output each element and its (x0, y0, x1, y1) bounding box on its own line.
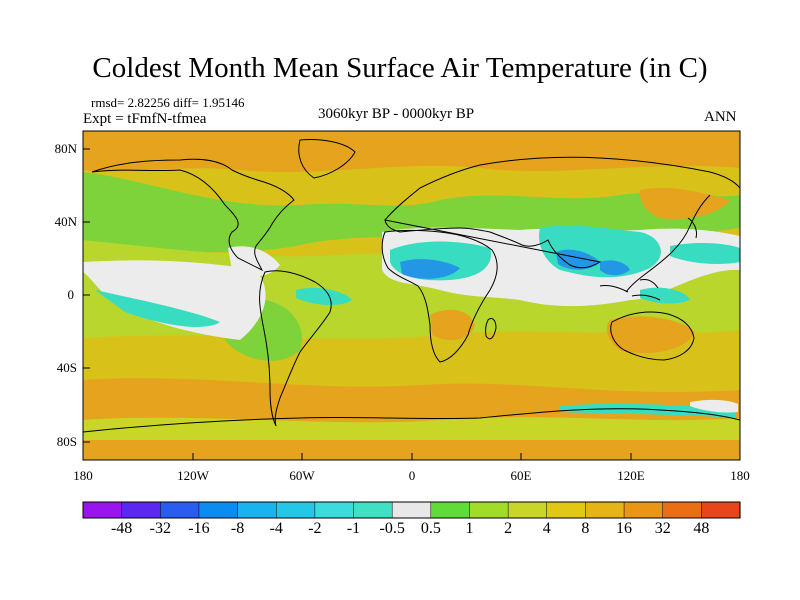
colorbar-box (314, 501, 355, 519)
field-asia-blue-2 (600, 260, 630, 276)
field-westpac-cyan-2 (640, 287, 690, 304)
colorbar-box (237, 501, 277, 519)
field-australia-orange (606, 316, 695, 354)
colorbar-label: 0.5 (420, 520, 441, 537)
colorbar-label: -32 (149, 520, 171, 537)
field-westpac-cyan (670, 242, 740, 264)
field-northern-green (83, 172, 740, 255)
field-southern-yellow (83, 417, 740, 440)
lon-label-120e: 120E (617, 468, 645, 483)
map-field (83, 131, 740, 460)
colorbar-box (623, 501, 664, 519)
period-label: 3060kyr BP - 0000kyr BP (318, 106, 475, 122)
lon-label-180e: 180 (730, 468, 750, 483)
colorbar-box (353, 501, 393, 519)
colorbar-box (662, 501, 702, 519)
colorbar-box (121, 501, 161, 519)
colorbar-label: 1 (465, 520, 474, 537)
colorbar-label: 2 (504, 520, 513, 537)
coast-greenland (298, 139, 356, 179)
coastlines (83, 139, 740, 433)
field-africa-blue (400, 259, 460, 279)
axis-ticks (82, 148, 741, 460)
colorbar-box (469, 501, 509, 519)
field-arctic-orange (83, 131, 740, 173)
lat-label-80n: 80N (54, 141, 77, 156)
colorbar-label: -48 (110, 520, 133, 537)
colorbar-frame (82, 501, 741, 519)
colorbar-label: 16 (616, 520, 633, 537)
lat-label-40n: 40N (54, 214, 77, 229)
coast-australia (610, 311, 695, 361)
field-centralpac-cyan (150, 310, 200, 323)
field-asia-blue (556, 249, 600, 270)
colorbar-label: 48 (693, 520, 710, 537)
lat-label-40s: 40S (56, 360, 77, 375)
colorbar-box (507, 501, 548, 519)
lon-label-0: 0 (408, 468, 416, 483)
field-antarctic-cyan (560, 403, 735, 418)
colorbar-label: -8 (230, 520, 245, 537)
coast-japan (687, 217, 697, 239)
field-safrica-orange (430, 309, 475, 341)
lat-label-0: 0 (67, 287, 75, 302)
colorbar-box (160, 501, 200, 519)
map-title: Coldest Month Mean Surface Air Temperatu… (92, 52, 708, 84)
coast-eurasia (384, 156, 740, 293)
field-caribbean-near-zero (228, 246, 280, 277)
colorbar-box (198, 501, 239, 519)
colorbar-box (82, 501, 123, 519)
coast-madagascar (485, 317, 497, 340)
season-label: ANN (704, 109, 737, 125)
coast-africa (381, 230, 498, 363)
colorbar-box (430, 501, 471, 519)
colorbar-box (275, 501, 316, 519)
lon-label-60e: 60E (510, 468, 532, 483)
stats-label: rmsd= 2.82256 diff= 1.95146 (91, 95, 245, 110)
lon-label-120w: 120W (177, 468, 209, 483)
coast-antarctica (83, 408, 740, 433)
lat-label-80s: 80S (56, 434, 77, 449)
colorbar-box (546, 501, 586, 519)
colorbar-box (391, 501, 432, 519)
coast-south-america (259, 270, 332, 427)
field-antarctic-gray (690, 399, 738, 413)
colorbar-box (701, 501, 741, 519)
lon-label-180w: 180 (73, 468, 93, 483)
colorbar-label: -4 (269, 520, 283, 537)
field-atlantic-cyan (296, 287, 352, 306)
colorbar-label: -16 (188, 520, 210, 537)
coast-north-america (91, 158, 295, 272)
coast-indonesia (599, 279, 661, 301)
field-eastpac-near-zero (83, 260, 266, 340)
colorbar-boxes (82, 501, 741, 519)
colorbar-label: 4 (542, 520, 551, 537)
colorbar-label: 32 (654, 520, 671, 537)
colorbar-label: -1 (346, 520, 361, 537)
lon-label-60w: 60W (289, 468, 315, 483)
colorbar-box (585, 501, 625, 519)
field-eastasia-orange (639, 187, 730, 220)
colorbar (82, 501, 741, 519)
experiment-label: Expt = tFmfN-tfmea (83, 111, 207, 127)
colorbar-label: 8 (581, 520, 590, 537)
colorbar-label: -2 (308, 520, 322, 537)
colorbar-label: -0.5 (379, 520, 405, 537)
